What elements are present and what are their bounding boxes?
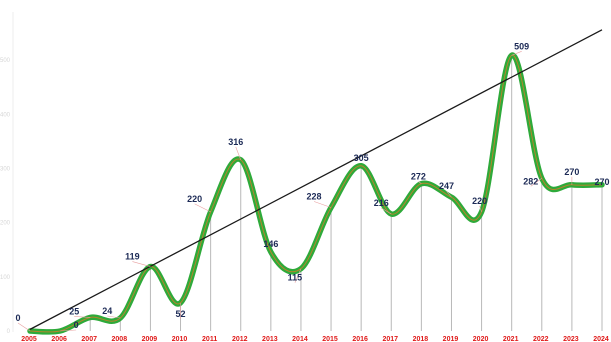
x-tick-label: 2016 <box>352 336 368 342</box>
x-tick-label: 2020 <box>473 336 489 342</box>
x-tick-label: 2010 <box>172 336 188 342</box>
y-tick-label: 400 <box>0 112 11 118</box>
x-tick-label: 2021 <box>503 336 519 342</box>
data-label: 24 <box>102 306 112 316</box>
label-leader-line <box>17 322 31 332</box>
x-tick-label: 2022 <box>533 336 549 342</box>
series-line-inner <box>29 54 603 333</box>
x-tick-label: 2008 <box>112 336 128 342</box>
label-leader-line <box>381 207 392 215</box>
label-leader-line <box>511 51 522 56</box>
data-label: 305 <box>354 153 369 163</box>
y-tick-labels: 0 100 200 300 400 500 <box>0 58 11 335</box>
x-tick-labels: 2005 2006 2007 2008 2009 2010 2011 2012 2013 2014… <box>21 336 609 342</box>
data-label: 270 <box>594 177 609 187</box>
label-leader-line <box>235 146 242 160</box>
data-label: 220 <box>472 196 487 206</box>
data-label: 247 <box>439 181 454 191</box>
label-leader-line <box>107 315 121 319</box>
x-tick-label: 2013 <box>262 336 278 342</box>
drop-lines <box>89 55 603 331</box>
x-tick-label: 2017 <box>382 336 398 342</box>
y-tick-label: 300 <box>0 167 11 173</box>
data-label: 316 <box>228 137 243 147</box>
x-tick-label: 2012 <box>232 336 248 342</box>
y-tick-label: 500 <box>0 58 11 64</box>
data-label: 282 <box>523 176 538 186</box>
data-point <box>360 165 362 167</box>
label-leader-line <box>446 191 452 198</box>
x-tick-label: 2014 <box>292 336 308 342</box>
label-leader-line <box>313 201 332 208</box>
data-label: 25 <box>69 306 79 316</box>
x-tick-label: 2018 <box>413 336 429 342</box>
y-tick-label: 0 <box>7 329 11 335</box>
series-curve <box>27 52 605 335</box>
x-tick-label: 2011 <box>202 336 217 342</box>
data-label: 0 <box>74 320 79 330</box>
label-leader-line <box>530 178 542 187</box>
label-leader-line <box>418 181 422 184</box>
label-leader-line <box>194 203 211 213</box>
label-leader-line <box>294 268 302 283</box>
data-label: 115 <box>288 273 303 283</box>
data-label: 146 <box>263 239 278 249</box>
x-tick-label: 2019 <box>443 336 459 342</box>
data-label: 272 <box>411 172 426 182</box>
data-label: 52 <box>176 309 186 319</box>
trend-line <box>29 29 603 330</box>
y-tick-label: 200 <box>0 221 11 227</box>
data-label: 216 <box>374 198 389 208</box>
label-leader-line <box>479 205 482 212</box>
data-point <box>300 268 302 270</box>
x-tick-label: 2009 <box>142 336 158 342</box>
label-leader-line <box>74 316 91 318</box>
data-label: 228 <box>307 192 322 202</box>
x-tick-label: 2006 <box>51 336 67 342</box>
x-tick-label: 2024 <box>593 336 609 342</box>
data-label: 509 <box>514 41 529 51</box>
data-labels: 0 0 25 24 119 52 220 316 146 115 228 305 216 272 247 22… <box>15 41 610 332</box>
y-tick-label: 100 <box>0 275 11 281</box>
data-label: 0 <box>15 313 20 323</box>
data-label: 220 <box>187 194 202 204</box>
data-label: 270 <box>564 167 579 177</box>
label-leader-line <box>132 261 151 267</box>
data-point <box>270 251 272 253</box>
x-tick-label: 2015 <box>322 336 338 342</box>
x-tick-label: 2007 <box>81 336 97 342</box>
x-tick-label: 2023 <box>563 336 579 342</box>
data-label: 119 <box>125 252 140 262</box>
x-tick-label: 2005 <box>21 336 37 342</box>
label-leader-line <box>60 329 77 332</box>
